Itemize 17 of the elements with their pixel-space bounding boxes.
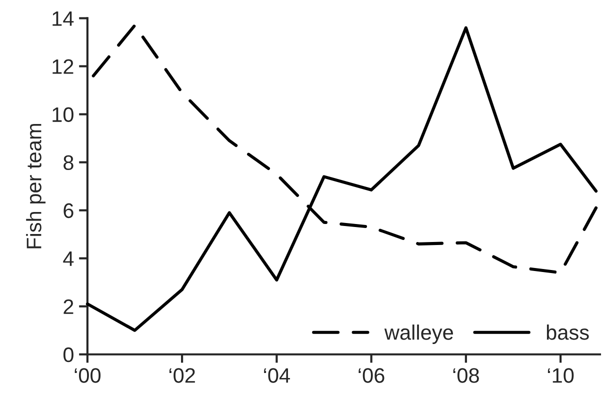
x-tick-label: ‘00 [74,368,101,383]
x-tick-label: ‘02 [169,368,195,383]
y-tick-label: 0 [63,347,74,362]
y-tick-label: 4 [63,252,74,266]
y-tick-label: 12 [52,59,74,74]
y-axis-title: Fish per team [26,124,46,248]
y-tick-label: 8 [64,155,74,170]
legend-label: bass [546,324,589,340]
x-tick-label: ‘10 [548,368,574,383]
x-tick-label: ‘04 [264,368,290,383]
x-tick-label: ‘06 [358,368,384,383]
y-tick-label: 14 [52,11,74,26]
y-tick-label: 6 [64,203,74,218]
legend-label: walleye [384,324,453,344]
y-tick-label: 10 [52,107,74,122]
x-tick-label: ‘08 [453,368,479,383]
y-tick-label: 2 [64,299,74,314]
